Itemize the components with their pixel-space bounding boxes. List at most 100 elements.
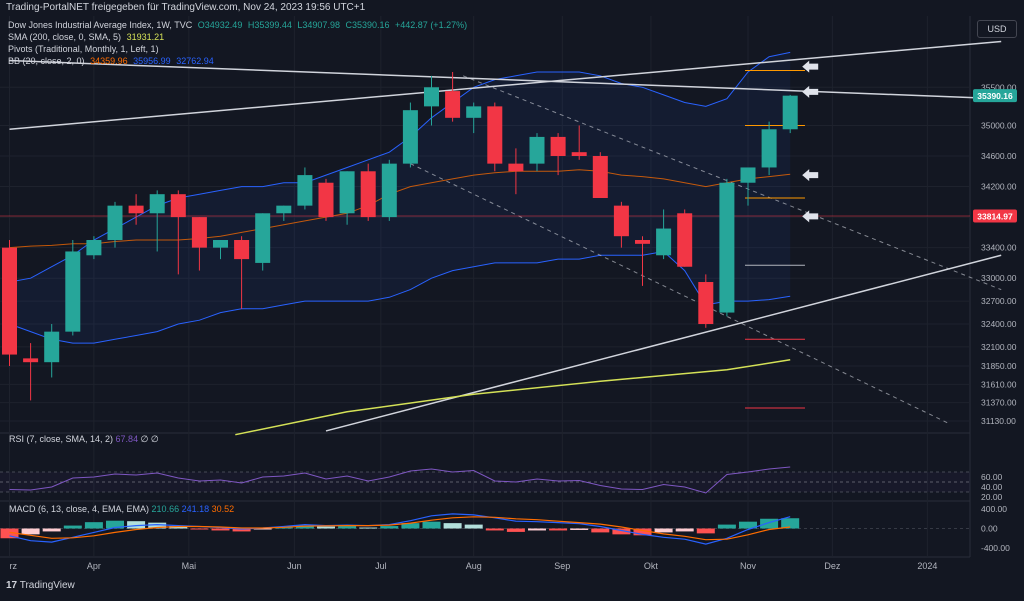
price-tick-label: 31610.00 [981, 379, 1017, 389]
candle[interactable] [360, 163, 376, 221]
candle[interactable] [213, 240, 228, 260]
candle[interactable] [445, 72, 461, 122]
macd-tick-label: 0.00 [981, 524, 998, 534]
candle-body [571, 152, 587, 157]
candle[interactable] [128, 194, 144, 225]
candle[interactable] [65, 240, 81, 336]
trendline[interactable] [325, 254, 1002, 432]
macd-histogram-bar [612, 528, 631, 535]
candle[interactable] [318, 178, 334, 221]
trendline[interactable] [410, 163, 949, 424]
candle[interactable] [297, 167, 313, 210]
candle[interactable] [191, 217, 207, 271]
candle[interactable] [149, 190, 165, 252]
candle[interactable] [550, 133, 566, 176]
candle-body [529, 136, 545, 164]
candle-body [445, 91, 461, 118]
symbol-legend[interactable]: Dow Jones Industrial Average Index, 1W, … [8, 20, 467, 31]
candle[interactable] [339, 171, 355, 225]
time-tick-label: Jul [375, 561, 387, 571]
candle[interactable] [487, 102, 503, 172]
candle[interactable] [613, 201, 629, 248]
candle[interactable] [529, 133, 545, 172]
time-tick-label: Nov [740, 561, 757, 571]
candle[interactable] [234, 236, 250, 309]
candle[interactable] [86, 236, 102, 260]
candle-body [487, 106, 503, 164]
candle[interactable] [508, 148, 524, 195]
macd-histogram-bar [84, 522, 103, 529]
pivots-label: Pivots (Traditional, Monthly, 1, Left, 1… [8, 44, 159, 54]
candle-body [128, 205, 144, 214]
candle[interactable] [761, 121, 777, 176]
time-tick-label: Apr [87, 561, 101, 571]
candle[interactable] [656, 209, 672, 260]
candle-body [360, 171, 376, 218]
currency-button[interactable]: USD [977, 20, 1017, 38]
rsi-value: 67.84 [116, 434, 141, 444]
candle[interactable] [424, 75, 439, 126]
candle[interactable] [698, 274, 714, 328]
time-tick-label: Jun [287, 561, 302, 571]
candle-body [234, 240, 250, 260]
candle-body [508, 163, 524, 172]
candle[interactable] [2, 240, 17, 367]
candle[interactable] [170, 190, 186, 275]
macd-histogram-bar [63, 525, 82, 529]
published-by-banner: Trading-PortalNET freigegeben für Tradin… [0, 0, 1024, 16]
candle[interactable] [592, 152, 608, 199]
candle[interactable] [635, 236, 650, 286]
pivots-legend[interactable]: Pivots (Traditional, Monthly, 1, Left, 1… [8, 44, 159, 55]
candle[interactable] [276, 205, 292, 221]
candle[interactable] [107, 201, 123, 248]
candle[interactable] [677, 209, 693, 267]
bb-lower-value: 32762.94 [176, 56, 214, 66]
candle-body [635, 240, 650, 244]
sma-200-line [235, 359, 791, 436]
macd-histogram-bar [253, 528, 272, 530]
arrow-left-icon [802, 60, 819, 73]
candle[interactable] [740, 167, 756, 206]
macd-line [9, 513, 791, 545]
tradingview-brand: 17 TradingView [6, 580, 75, 591]
high-value: H35399.44 [247, 20, 292, 30]
sma-legend[interactable]: SMA (200, close, 0, SMA, 5) 31931.21 [8, 32, 164, 43]
trendline[interactable] [9, 40, 1002, 131]
price-tick-label: 31850.00 [981, 361, 1017, 371]
close-value: C35390.16 [345, 20, 390, 30]
candle-body [149, 194, 165, 214]
macd-histogram-bar [675, 528, 694, 532]
candle-body [107, 205, 123, 241]
rsi-tick-label: 40.00 [981, 482, 1003, 492]
rsi-label: RSI (7, close, SMA, 14, 2) [9, 434, 116, 444]
candle[interactable] [719, 178, 735, 317]
candle-body [213, 240, 228, 248]
price-tick-label: 31370.00 [981, 398, 1017, 408]
candle[interactable] [402, 102, 418, 168]
price-tick-label: 33400.00 [981, 243, 1017, 253]
candle[interactable] [44, 324, 60, 378]
macd-histogram-bar [0, 528, 19, 539]
candle[interactable] [466, 102, 482, 134]
trendline[interactable] [9, 59, 1002, 100]
candle[interactable] [255, 213, 271, 271]
bb-label: BB (20, close, 2, 0) [8, 56, 85, 66]
macd-histogram-bar [21, 528, 40, 535]
candle-body [23, 358, 39, 363]
macd-histogram-bar [696, 528, 715, 534]
horizontal-level-badge-label: 33814.97 [977, 211, 1013, 221]
candle-body [677, 213, 693, 267]
bb-legend[interactable]: BB (20, close, 2, 0) 34359.96 35956.99 3… [8, 56, 214, 67]
candle[interactable] [23, 343, 39, 401]
arrow-left-icon [802, 210, 819, 223]
candle[interactable] [571, 125, 587, 160]
macd-histogram-bar [591, 528, 610, 533]
rsi-tick-label: 60.00 [981, 472, 1003, 482]
bb-upper-line [9, 51, 791, 283]
candle[interactable] [782, 94, 798, 134]
price-tick-label: 33000.00 [981, 273, 1017, 283]
time-tick-label: rz [10, 561, 18, 571]
candle[interactable] [381, 159, 397, 221]
